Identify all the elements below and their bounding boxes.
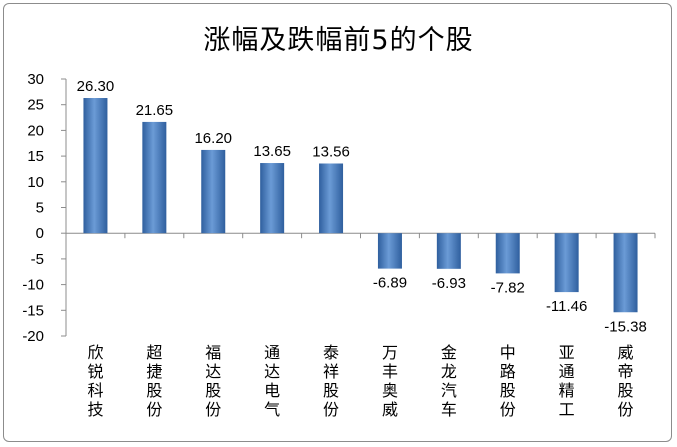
category-label: 金龙汽车: [441, 343, 457, 419]
bar: [142, 121, 167, 234]
data-label: 21.65: [136, 102, 174, 119]
bar: [436, 233, 461, 269]
bar: [495, 233, 520, 274]
category-label: 万丰奥威: [382, 343, 398, 419]
data-label: 26.30: [77, 78, 115, 95]
category-label: 超捷股份: [146, 343, 162, 419]
data-label: -6.89: [373, 275, 407, 292]
y-tick-label: 10: [27, 174, 44, 191]
y-tick-label: 25: [27, 97, 44, 114]
data-label: -11.46: [546, 298, 587, 315]
y-tick-label: 0: [36, 225, 44, 242]
category-label: 泰祥股份: [323, 343, 339, 419]
y-tick-label: 15: [27, 148, 44, 165]
category-label: 福达股份: [205, 343, 221, 419]
data-label: 13.65: [253, 143, 291, 160]
chart-title: 涨幅及跌幅前5的个股: [203, 25, 474, 56]
category-label: 威帝股份: [618, 343, 634, 419]
y-tick-label: -20: [22, 328, 44, 345]
y-tick-label: 5: [36, 200, 44, 217]
data-label: 13.56: [312, 144, 350, 161]
bar: [319, 163, 344, 234]
data-label: -15.38: [604, 318, 647, 335]
category-label: 欣锐科技: [87, 343, 103, 419]
y-tick-label: 30: [27, 71, 44, 88]
data-label: -7.82: [491, 279, 525, 296]
bar: [201, 149, 226, 234]
data-label: 16.20: [194, 130, 232, 147]
bar: [554, 233, 579, 293]
y-tick-label: 20: [27, 122, 44, 139]
y-tick-label: -15: [22, 302, 44, 319]
bar: [260, 163, 285, 234]
category-label: 中路股份: [500, 343, 516, 419]
data-label: -6.93: [432, 275, 466, 292]
y-tick-label: -5: [31, 251, 44, 268]
y-tick-label: -10: [22, 277, 44, 294]
bar: [83, 98, 108, 234]
category-label: 通达电气: [264, 343, 280, 419]
bar: [377, 233, 402, 269]
bar: [613, 233, 638, 313]
category-label: 亚通精工: [559, 343, 575, 419]
